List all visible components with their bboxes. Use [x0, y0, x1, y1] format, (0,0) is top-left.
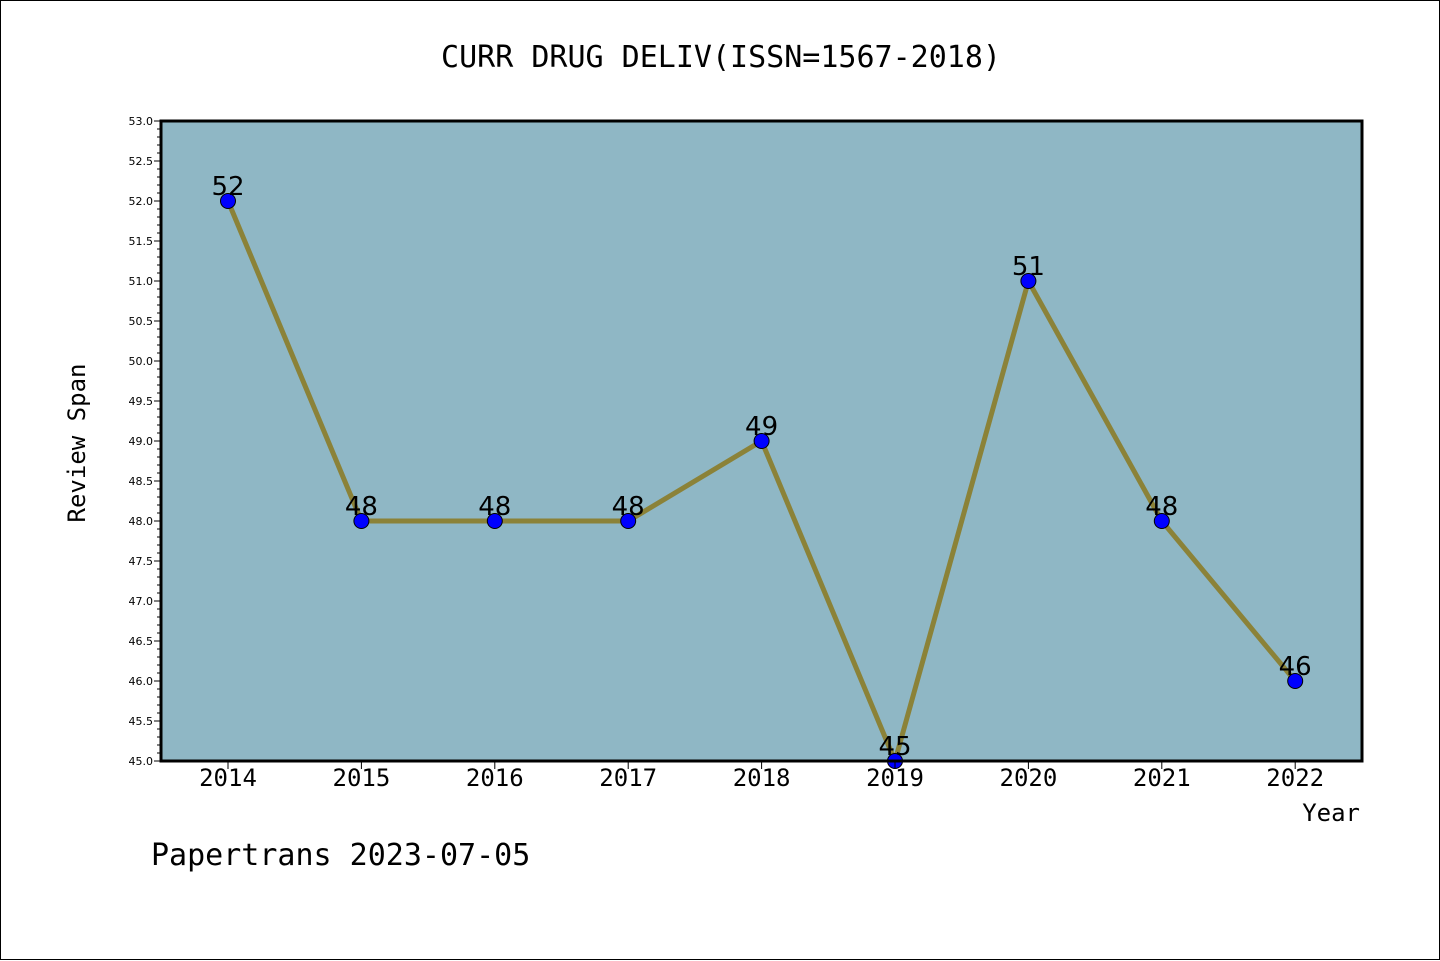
data-point [353, 513, 370, 529]
y-tick-label: 49.5 [129, 395, 154, 408]
x-axis: 2014 2015 2016 2017 2018 2019 2020 2021 2022 [199, 761, 1324, 792]
y-tick-label: 50.0 [129, 355, 154, 368]
data-point [1153, 513, 1170, 529]
data-label: 48 [612, 492, 645, 522]
data-label-layer: 52 48 48 48 49 45 51 48 46 [211, 172, 1311, 762]
y-tick-label: 52.0 [129, 195, 154, 208]
data-label: 48 [345, 492, 378, 522]
x-tick-label: 2022 [1266, 764, 1324, 792]
watermark-text: Papertrans 2023-07-05 [151, 838, 530, 873]
y-axis-label: Review Span [63, 364, 91, 523]
chart-title: CURR DRUG DELIV(ISSN=1567-2018) [441, 40, 1001, 75]
series-layer [220, 193, 1304, 769]
y-tick-label: 46.5 [129, 635, 154, 648]
x-tick-label: 2016 [466, 764, 524, 792]
data-label: 49 [745, 412, 778, 442]
data-point [753, 433, 770, 449]
data-label: 45 [878, 732, 911, 762]
y-tick-label: 50.5 [129, 315, 154, 328]
y-tick-label: 48.5 [129, 475, 154, 488]
y-tick-label: 51.5 [129, 235, 154, 248]
y-axis: 45.0 45.5 46.0 46.5 47.0 47.5 48.0 48.5 49.0 49.5… [129, 115, 161, 768]
y-tick-label: 49.0 [129, 435, 154, 448]
data-point [486, 513, 503, 529]
y-tick-label: 47.5 [129, 555, 154, 568]
data-point [220, 193, 236, 209]
x-tick-label: 2015 [333, 764, 391, 792]
data-label: 52 [211, 172, 244, 202]
y-tick-label: 45.0 [129, 755, 154, 768]
x-tick-label: 2018 [733, 764, 791, 792]
x-tick-label: 2014 [199, 764, 257, 792]
data-label: 48 [1145, 492, 1178, 522]
x-tick-label: 2021 [1133, 764, 1191, 792]
data-point [1020, 273, 1037, 289]
x-tick-label: 2017 [599, 764, 657, 792]
y-tick-label: 45.5 [129, 715, 154, 728]
y-tick-label: 52.5 [129, 155, 154, 168]
data-label: 51 [1012, 252, 1045, 282]
x-axis-label: Year [1302, 799, 1360, 827]
data-label: 46 [1279, 652, 1312, 682]
y-tick-label: 51.0 [129, 275, 154, 288]
x-tick-label: 2020 [1000, 764, 1058, 792]
x-tick-label: 2019 [866, 764, 924, 792]
y-tick-label: 48.0 [129, 515, 154, 528]
y-tick-label: 46.0 [129, 675, 154, 688]
data-point [620, 513, 637, 529]
y-tick-label: 47.0 [129, 595, 154, 608]
data-point [1287, 673, 1304, 689]
y-tick-label: 53.0 [129, 115, 154, 128]
data-label: 48 [478, 492, 511, 522]
